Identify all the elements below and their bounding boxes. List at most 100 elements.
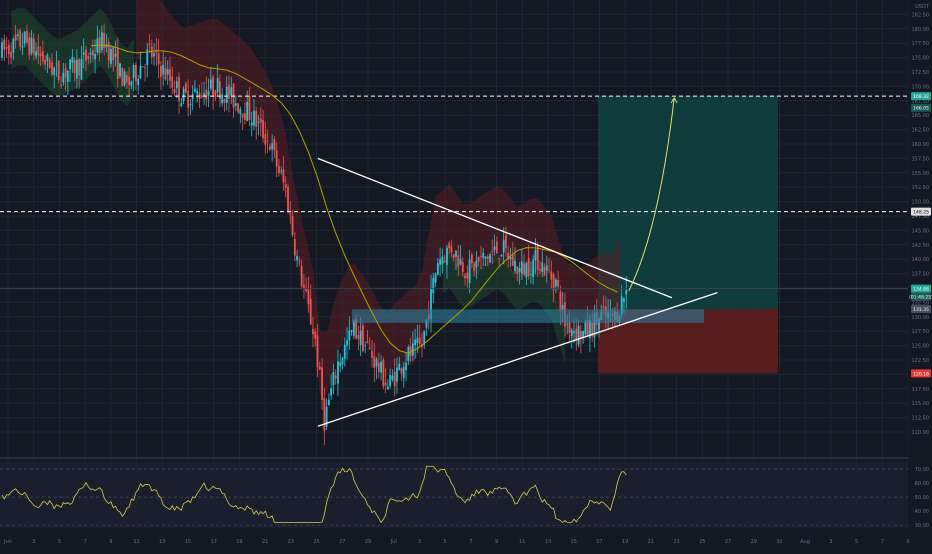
candle-body: [62, 72, 65, 83]
candle-body: [305, 287, 308, 292]
candle-body: [128, 76, 131, 85]
candle-body: [21, 46, 24, 48]
candle-body: [579, 331, 582, 339]
candle-body: [457, 255, 460, 267]
time-tick-label: 9: [906, 539, 909, 545]
candle-body: [194, 88, 196, 92]
candle-body: [53, 68, 56, 75]
candle-body: [94, 53, 96, 60]
candle-body: [264, 133, 267, 145]
time-tick-label: 21: [648, 539, 654, 545]
candle-body: [409, 346, 412, 357]
candle-body: [461, 261, 464, 272]
candle-body: [135, 64, 137, 82]
candle-body: [373, 356, 376, 368]
candle-body: [357, 335, 360, 340]
candle-body: [441, 256, 444, 265]
candle-body: [407, 347, 410, 361]
time-tick-label: 17: [596, 539, 602, 545]
rsi-panel: [0, 462, 908, 528]
rsi-background: [0, 462, 908, 528]
time-tick-label: 19: [622, 539, 628, 545]
candle-body: [105, 44, 108, 48]
time-tick-label: 25: [313, 539, 319, 545]
price-tick-label: 175.00: [912, 56, 930, 62]
candle-body: [107, 41, 110, 61]
candle-body: [520, 261, 523, 274]
candle-body: [35, 51, 37, 57]
candle-body: [500, 254, 503, 257]
candle-body: [523, 263, 525, 275]
time-tick-label: 13: [545, 539, 551, 545]
candle-body: [57, 60, 60, 81]
candle-body: [539, 269, 541, 271]
candle-body: [350, 330, 353, 332]
candle-body: [100, 32, 103, 51]
candle-body: [375, 359, 378, 367]
candle-body: [110, 49, 112, 64]
price-axis-background: [908, 0, 932, 550]
price-tick-label: 112.50: [912, 416, 930, 422]
moving-average-line: [90, 44, 618, 354]
candle-body: [173, 89, 176, 93]
price-tick-label: 155.00: [912, 171, 930, 177]
candle-body: [439, 259, 442, 265]
candle-body: [316, 335, 319, 368]
candle-body: [203, 93, 205, 96]
candle-body: [51, 62, 53, 75]
candle-body: [443, 260, 446, 263]
current-price-badge: 134.88: [913, 287, 929, 293]
candle-body: [575, 328, 578, 339]
candle-body: [482, 252, 485, 259]
candle-body: [446, 247, 448, 265]
candle-body: [157, 52, 160, 65]
candle-body: [87, 56, 90, 59]
candle-body: [495, 241, 498, 254]
candle-body: [280, 170, 283, 172]
candle-body: [271, 143, 274, 150]
candle-body: [223, 99, 226, 103]
candle-body: [60, 84, 62, 86]
candle-body: [250, 122, 253, 126]
candle-body: [327, 399, 330, 406]
candle-body: [346, 340, 348, 346]
candle-body: [212, 76, 215, 96]
candle-body: [66, 70, 69, 82]
candle-body: [436, 263, 439, 276]
candle-body: [114, 53, 117, 57]
candle-body: [321, 367, 323, 400]
trade-zones: [598, 96, 778, 374]
candle-body: [473, 263, 476, 271]
candle-body: [368, 347, 371, 349]
candle-body: [5, 46, 8, 49]
candle-body: [237, 103, 239, 113]
candle-body: [16, 34, 19, 36]
time-tick-label: 27: [339, 539, 345, 545]
candle-body: [411, 343, 414, 356]
candlesticks: [1, 23, 628, 446]
mid-level-badge-bg: [911, 207, 931, 216]
time-tick-label: 15: [571, 539, 577, 545]
candle-body: [282, 169, 285, 183]
candle-body: [470, 254, 473, 263]
candle-body: [416, 338, 419, 343]
triangle-lower-line: [317, 291, 718, 427]
candle-body: [348, 330, 351, 341]
candle-body: [41, 51, 44, 62]
candle-body: [293, 239, 296, 256]
entry-price-badge-bg: [911, 304, 931, 313]
time-tick-label: 9: [495, 539, 498, 545]
candle-body: [534, 249, 537, 261]
candle-body: [28, 37, 31, 56]
candle-body: [71, 57, 74, 63]
rsi-tick-label: 40.00: [915, 509, 929, 515]
time-tick-label: 23: [673, 539, 679, 545]
candle-body: [175, 81, 178, 89]
candle-body: [371, 351, 373, 358]
candle-body: [455, 250, 457, 257]
time-tick-label: 11: [133, 539, 139, 545]
candle-body: [570, 329, 573, 337]
candle-body: [103, 32, 106, 49]
